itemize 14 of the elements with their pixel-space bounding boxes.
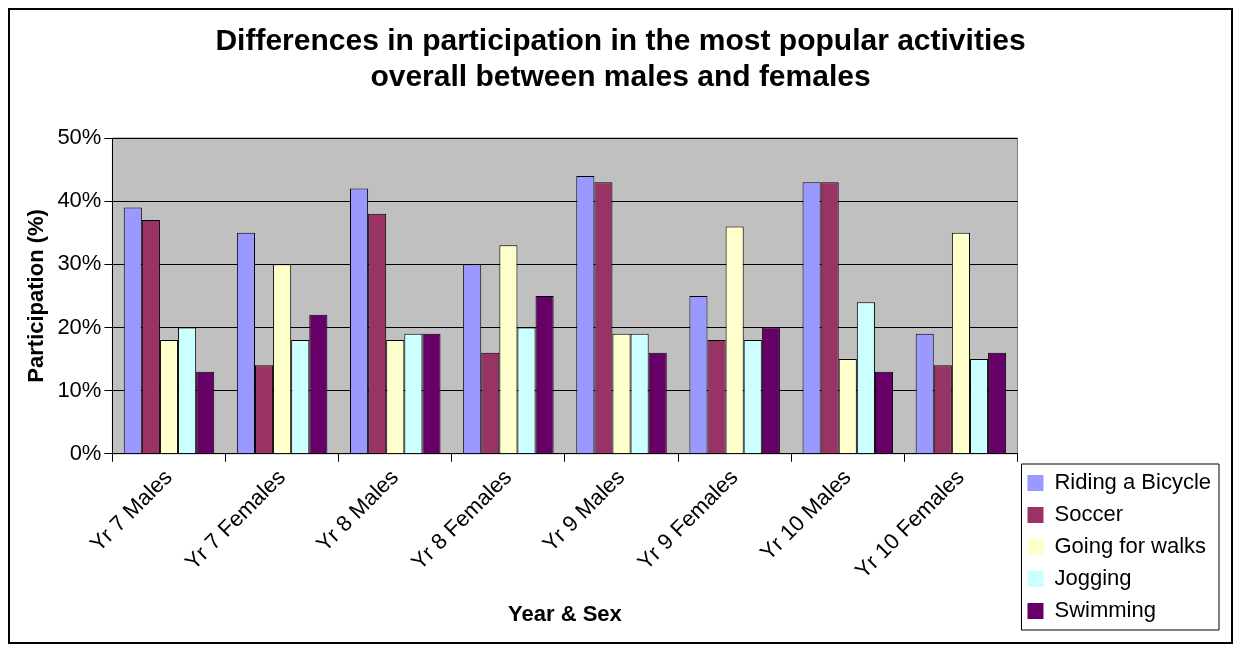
y-tick-label: 50% [57, 124, 102, 150]
y-tick-label: 40% [57, 187, 102, 213]
y-axis-title: Participation (%) [23, 209, 49, 383]
y-tick-label: 20% [57, 313, 102, 339]
legend-label: Jogging [1054, 565, 1132, 591]
legend-label: Swimming [1054, 597, 1156, 623]
y-tick-label: 30% [57, 250, 102, 276]
legend-label: Going for walks [1054, 533, 1207, 559]
y-tick-label: 0% [69, 439, 102, 465]
legend-label: Soccer [1054, 501, 1123, 527]
legend-label: Riding a Bicycle [1054, 469, 1211, 495]
x-axis-title: Year & Sex [508, 600, 623, 626]
chart-title: Differences in participation in the most popular activities overall between males and females [215, 23, 1026, 93]
y-tick-label: 10% [57, 376, 102, 402]
